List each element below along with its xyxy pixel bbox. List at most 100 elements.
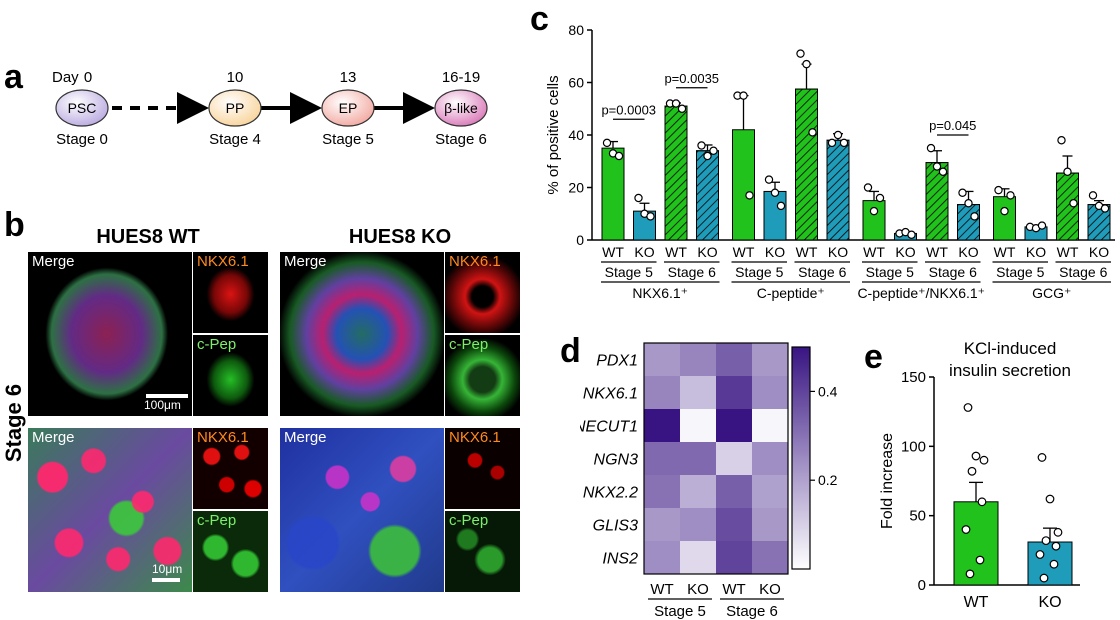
group-label: NKX6.1⁺ xyxy=(632,285,688,301)
stage-node xyxy=(208,89,262,127)
nkx61-label: NKX6.1 xyxy=(449,429,501,446)
stage-node xyxy=(434,89,488,127)
heatmap-cell xyxy=(680,442,716,475)
heatmap-cell xyxy=(644,442,680,475)
day-value: 0 xyxy=(84,69,92,86)
y-tick-label: 50 xyxy=(909,508,926,525)
data-point xyxy=(1069,199,1078,208)
gene-label: GLIS3 xyxy=(593,518,638,535)
panel-label-b: b xyxy=(4,206,25,244)
merge-label: Merge xyxy=(32,253,75,270)
colorbar-tick-label: 0.2 xyxy=(818,472,838,488)
x-category-label: KO xyxy=(828,244,848,260)
gene-label: PDX1 xyxy=(596,353,638,370)
data-point xyxy=(1051,541,1061,551)
data-point xyxy=(739,91,748,100)
data-point xyxy=(1037,453,1047,462)
x-category-label: KO xyxy=(895,244,915,260)
x-category-label: WT xyxy=(994,244,1016,260)
data-point xyxy=(614,151,624,161)
data-point xyxy=(932,162,942,171)
data-point xyxy=(1100,204,1110,213)
data-point xyxy=(770,188,780,197)
stage-name: Stage 0 xyxy=(56,131,108,148)
data-point xyxy=(634,193,643,203)
stage-node-label: EP xyxy=(339,100,358,116)
gene-label: ONECUT1 xyxy=(580,419,638,436)
stage-node xyxy=(321,89,375,127)
scale-label-10um: 10μm xyxy=(152,562,183,576)
data-point xyxy=(1049,559,1059,569)
heatmap-cell xyxy=(644,409,680,442)
heatmap-cell xyxy=(716,343,752,376)
x-category-label: WT xyxy=(863,244,885,260)
micrograph-ko-cpep-high: c-Pep xyxy=(445,511,520,592)
title-hues8-wt: HUES8 WT xyxy=(96,226,200,248)
data-point xyxy=(776,201,786,211)
heatmap-cell xyxy=(644,508,680,541)
data-point xyxy=(703,151,712,161)
data-point xyxy=(677,104,687,113)
data-point xyxy=(1063,167,1072,176)
panel-label-d: d xyxy=(560,332,581,370)
day-value: 13 xyxy=(340,69,357,86)
y-tick-label: 0 xyxy=(918,577,926,594)
merge-label: Merge xyxy=(32,429,75,446)
data-point xyxy=(967,466,977,476)
data-point xyxy=(745,191,754,200)
data-point xyxy=(875,193,885,203)
data-point xyxy=(1053,527,1063,537)
data-point xyxy=(970,212,979,221)
micrograph-wt-merge-low: Merge 100μm xyxy=(28,252,192,416)
data-point xyxy=(1035,550,1045,559)
x-category-label: KO xyxy=(634,244,654,260)
y-tick-label: 100 xyxy=(901,438,926,455)
group-label: GCG⁺ xyxy=(1032,285,1071,301)
x-category-label: KO xyxy=(697,244,717,260)
heatmap-cell xyxy=(644,475,680,508)
x-category-label: KO xyxy=(1089,244,1109,260)
bar xyxy=(763,190,787,241)
day-value: 16-19 xyxy=(442,69,480,86)
panel-label-c: c xyxy=(530,0,549,38)
bar-hatch xyxy=(795,88,818,241)
stage-label: Stage 5 xyxy=(654,603,706,620)
heatmap-cell xyxy=(680,475,716,508)
gene-expression-heatmap: PDX1 NKX6.1 ONECUT1 NGN3 NKX2.2 GLIS3 INS2 WT KO… xyxy=(580,342,838,620)
chart-title-line1: KCl-induced xyxy=(964,339,1057,358)
data-point xyxy=(1041,536,1051,546)
data-point xyxy=(1088,191,1098,200)
bar-hatch xyxy=(696,150,719,241)
bar xyxy=(601,147,625,241)
heatmap-cell xyxy=(716,409,752,442)
nkx61-label: NKX6.1 xyxy=(197,253,249,270)
data-point xyxy=(1037,221,1047,230)
data-point xyxy=(802,59,811,69)
x-category-label: WT xyxy=(926,244,948,260)
data-point xyxy=(926,143,936,153)
data-point xyxy=(839,138,849,148)
stage-node-label: PP xyxy=(226,100,245,116)
stage-label: Stage 5 xyxy=(996,264,1044,280)
stage-label: Stage 5 xyxy=(605,264,653,280)
heatmap-cell xyxy=(716,442,752,475)
data-point xyxy=(709,146,718,155)
heatmap-border xyxy=(643,342,789,575)
y-tick-label: 60 xyxy=(568,75,584,91)
data-point xyxy=(938,167,948,176)
data-point xyxy=(1006,191,1015,200)
scale-bar-10um xyxy=(152,578,180,582)
column-label: WT xyxy=(650,581,673,598)
data-point xyxy=(964,199,973,208)
stage-name: Stage 5 xyxy=(322,131,374,148)
data-point xyxy=(977,497,987,507)
x-category-label: KO xyxy=(765,244,785,260)
y-axis-title: % of positive cells xyxy=(545,75,562,194)
data-point xyxy=(907,230,916,239)
gene-label: NKX6.1 xyxy=(583,386,638,403)
cpep-label: c-Pep xyxy=(449,336,489,353)
heatmap-cell xyxy=(752,409,788,442)
group-label: C-peptide⁺/NKX6.1⁺ xyxy=(857,285,985,301)
x-category-label: KO xyxy=(1026,244,1046,260)
data-point xyxy=(646,212,655,221)
